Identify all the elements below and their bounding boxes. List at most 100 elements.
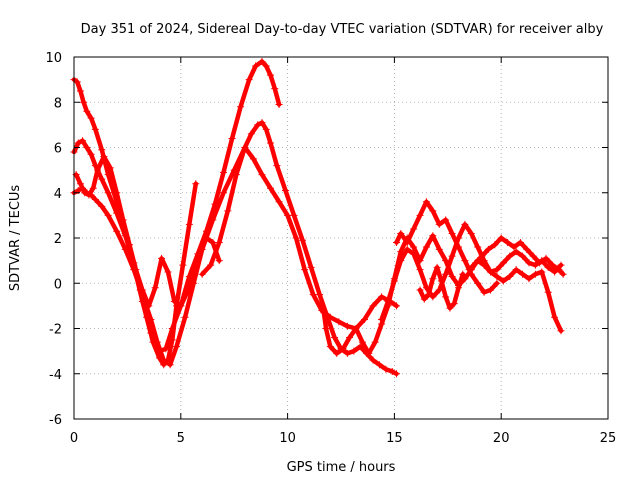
data-point: [262, 62, 270, 70]
data-point: [215, 239, 223, 247]
data-point: [258, 119, 266, 127]
data-point: [429, 207, 437, 215]
data-point: [73, 78, 81, 86]
data-point: [168, 336, 176, 344]
data-point: [249, 155, 257, 163]
data-point: [448, 272, 456, 280]
data-point: [89, 184, 97, 192]
data-point: [335, 318, 343, 326]
data-point: [267, 184, 275, 192]
data-point: [467, 229, 475, 237]
data-point: [290, 211, 298, 219]
data-point: [454, 284, 462, 292]
data-point: [390, 277, 398, 285]
series-satellite-arc-h: [393, 198, 501, 296]
data-point: [113, 189, 121, 197]
data-point: [326, 343, 334, 351]
data-point: [98, 146, 106, 154]
data-point: [198, 270, 206, 278]
data-point: [83, 107, 91, 115]
data-point: [525, 259, 533, 267]
data-point: [151, 284, 159, 292]
x-tick-label: 10: [279, 431, 296, 446]
x-tick-label: 15: [386, 431, 403, 446]
data-point: [100, 153, 108, 161]
data-point: [506, 272, 514, 280]
data-point: [510, 243, 518, 251]
data-point: [393, 370, 401, 378]
series-satellite-arc-i: [416, 263, 467, 312]
data-point: [403, 245, 411, 253]
data-point: [544, 263, 552, 271]
series-trace: [71, 138, 199, 367]
data-point: [416, 266, 424, 274]
data-point: [113, 209, 121, 217]
data-point: [557, 327, 565, 335]
series-satellite-arc-d: [72, 153, 223, 310]
axis-ticks: [73, 56, 609, 420]
data-point: [425, 291, 433, 299]
data-point: [322, 325, 330, 332]
data-point: [267, 139, 275, 147]
data-point: [375, 361, 383, 369]
data-point: [91, 125, 99, 133]
series-trace: [71, 59, 282, 354]
data-point: [173, 343, 181, 351]
data-point: [531, 261, 539, 269]
data-point: [525, 275, 533, 283]
data-point: [91, 196, 99, 204]
data-point: [275, 101, 283, 109]
data-point: [179, 261, 187, 269]
x-tick-label: 20: [493, 431, 510, 446]
data-point: [126, 241, 134, 249]
data-point: [487, 286, 495, 294]
data-point: [164, 356, 172, 364]
data-point: [339, 345, 347, 353]
data-point: [512, 248, 520, 256]
data-point: [429, 293, 437, 301]
y-tick-label: -2: [49, 323, 62, 338]
y-tick-label: -4: [49, 368, 62, 383]
data-point: [132, 266, 140, 274]
data-point: [215, 257, 223, 265]
data-point: [113, 227, 121, 235]
data-point: [433, 263, 441, 271]
data-point: [143, 313, 151, 321]
data-point: [358, 338, 366, 346]
data-point: [209, 239, 217, 247]
data-point: [487, 268, 495, 276]
x-tick-label: 0: [70, 431, 78, 446]
data-point: [461, 220, 469, 228]
data-point: [420, 295, 428, 303]
data-point: [410, 243, 418, 251]
data-point: [465, 266, 473, 274]
data-point: [499, 277, 507, 285]
x-axis-label: GPS time / hours: [287, 460, 396, 475]
data-point: [93, 166, 101, 174]
data-point: [80, 98, 88, 106]
series-trace: [321, 233, 564, 356]
data-point: [474, 243, 482, 251]
data-point: [499, 259, 507, 267]
data-point: [429, 232, 437, 240]
data-point: [437, 277, 445, 285]
data-point: [369, 356, 377, 364]
data-point: [155, 354, 163, 362]
data-point: [79, 137, 87, 145]
data-point: [207, 261, 215, 269]
data-point: [83, 144, 91, 151]
data-point: [557, 261, 565, 269]
data-point: [551, 313, 559, 321]
data-point: [484, 245, 492, 253]
data-point: [106, 164, 114, 172]
data-point: [493, 272, 501, 280]
data-point: [87, 150, 95, 158]
series-trace: [73, 154, 222, 309]
data-point: [519, 270, 527, 278]
series-trace: [466, 235, 566, 277]
data-point: [262, 125, 270, 133]
data-point: [145, 302, 153, 310]
data-point: [138, 286, 146, 294]
data-point: [247, 130, 255, 138]
